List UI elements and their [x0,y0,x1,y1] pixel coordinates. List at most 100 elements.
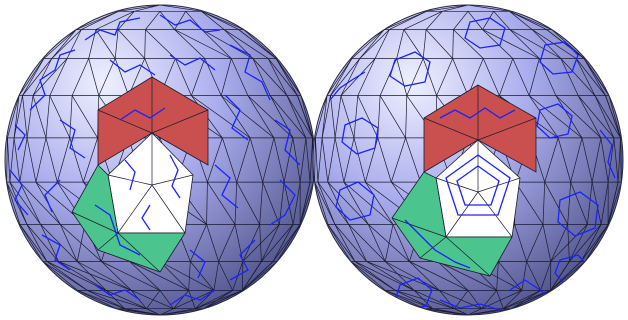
mesh-edge [600,182,609,225]
mesh-edge [77,290,117,310]
mesh-edge [206,224,219,262]
mesh-edge [19,224,44,262]
mesh-edge [321,95,331,138]
mesh-edge [454,290,469,309]
mesh-edge [575,58,606,96]
mesh-edge [452,29,454,59]
mesh-edge [528,58,540,96]
mesh-edge [482,29,514,59]
mesh-edge [591,137,602,183]
mesh-edge [542,224,552,262]
mesh-edge [101,261,161,291]
mesh-edge [13,137,21,183]
mesh-edge [454,308,469,315]
mesh-edge [334,137,345,183]
mesh-edge [580,224,609,262]
mesh-edge [188,261,191,291]
mesh-edge [350,261,396,291]
mesh-edge [42,261,78,291]
mesh-edge [247,95,294,139]
mesh-edge [40,224,59,262]
mesh-edge [607,182,619,225]
mesh-edge [343,137,355,183]
mesh-edge [292,182,301,225]
mesh-edge [218,261,233,291]
mesh-edge [340,95,355,139]
mesh-edge [512,58,530,96]
mesh-edge [357,95,379,139]
mesh-edge [195,290,243,310]
mesh-edge [275,58,298,96]
mesh-edge [617,137,621,183]
mesh-edge [396,58,408,96]
mesh-edge [515,181,544,225]
mesh-edge [58,261,132,291]
mesh-edge [353,95,359,138]
mesh-edge [509,11,533,30]
mesh-edge [340,58,376,96]
mesh-edge [314,181,336,225]
mesh-edge [467,290,482,309]
mesh-edge [409,261,469,291]
mesh-edge [321,95,328,138]
mesh-edge [146,308,161,315]
mesh-edge [496,261,499,291]
mesh-edge [159,290,174,309]
mesh-edge [32,95,47,139]
mesh-edge [327,181,349,225]
mesh-edge [242,224,280,262]
mesh-edge [493,11,511,30]
right-sphere [312,4,624,316]
mesh-edge [327,224,356,262]
mesh-edge [213,261,219,291]
mesh-edge [403,29,424,59]
mesh-edge [334,95,342,138]
left-pentagon-edges [71,77,209,273]
mesh-edge [234,224,244,262]
mesh-edge [279,182,285,225]
mesh-edge [88,29,97,59]
mesh-edge [452,58,469,96]
mesh-edge [236,181,261,225]
mesh-edge [340,58,361,96]
mesh-edge [206,182,208,225]
mesh-edge [236,137,251,183]
mesh-edge [26,95,34,138]
mesh-edge [201,10,244,30]
mesh-edge [482,11,494,30]
mesh-edge [207,137,223,183]
mesh-edge [550,261,582,291]
mesh-edge [315,95,328,138]
mesh-edge [19,181,41,225]
mesh-edge [620,137,622,183]
mesh-edge [95,10,135,30]
mesh-edge [422,29,427,59]
mesh-edge [374,29,390,59]
mesh-edge [583,58,606,96]
mesh-edge [425,11,443,30]
mesh-edge [439,290,455,309]
mesh-edge [550,261,570,291]
mesh-edge [242,261,274,291]
mesh-edge [607,137,615,183]
mesh-edge [13,95,23,138]
mesh-edge [583,58,610,96]
mesh-edge [499,58,514,96]
left-sphere-curves [9,14,301,306]
mesh-edge [528,95,559,139]
mesh-edge [327,137,336,183]
mesh-edge [314,181,329,225]
mesh-edge [19,224,48,262]
mesh-edge [299,182,311,225]
mesh-edge [437,261,469,291]
mesh-edge [9,181,41,225]
mesh-edge [69,137,84,183]
mesh-edge [299,181,314,225]
mesh-edge [131,290,174,310]
mesh-edge [174,29,206,59]
mesh-edge [613,137,619,183]
mesh-edge [58,261,107,291]
mesh-edge [191,95,251,139]
mesh-edge [98,58,116,96]
mesh-edge [26,224,59,262]
